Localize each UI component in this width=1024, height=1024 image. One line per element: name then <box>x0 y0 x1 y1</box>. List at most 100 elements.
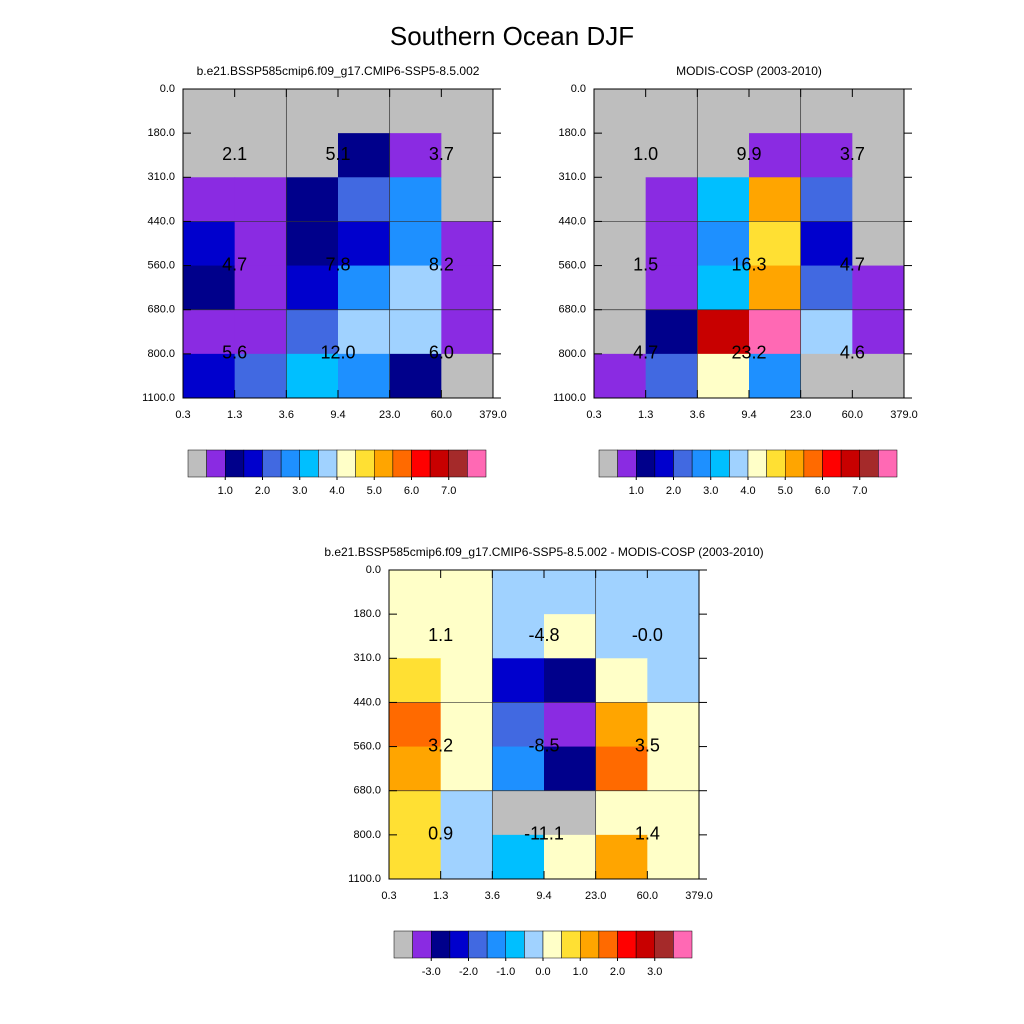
colorbar-box <box>580 930 600 959</box>
colorbar-box <box>729 449 749 478</box>
x-tick-label: 23.0 <box>790 409 811 421</box>
cell <box>697 265 750 311</box>
colorbar-tick-label: 5.0 <box>778 485 793 497</box>
box-label: 23.2 <box>731 343 766 363</box>
cell <box>647 702 700 748</box>
y-tick-label: 310.0 <box>353 652 381 664</box>
colorbar-box <box>747 449 767 478</box>
cell <box>234 221 287 267</box>
cell <box>647 834 700 880</box>
x-tick-label: 3.6 <box>690 409 705 421</box>
colorbar-tick-label: 4.0 <box>740 485 755 497</box>
cell <box>286 133 339 178</box>
colorbar-box <box>243 449 263 478</box>
x-tick-label: 0.3 <box>175 409 190 421</box>
colorbar-box <box>206 449 226 478</box>
cell <box>749 353 802 399</box>
cell <box>800 221 853 267</box>
cell <box>594 177 647 222</box>
cell <box>234 309 287 355</box>
cell <box>645 221 698 267</box>
x-tick-label: 1.3 <box>638 409 653 421</box>
box-label: 4.6 <box>840 343 865 363</box>
cell <box>697 133 750 178</box>
cell <box>389 790 442 836</box>
colorbar-box <box>411 449 431 478</box>
box-label: -8.5 <box>528 735 559 755</box>
cell <box>492 658 545 703</box>
cell <box>389 133 442 178</box>
cell <box>544 570 597 615</box>
cell <box>338 309 391 355</box>
colorbar-box <box>486 930 506 959</box>
cell <box>441 309 494 355</box>
colorbar-box <box>299 449 319 478</box>
cell <box>595 746 648 792</box>
colorbar-box <box>598 930 618 959</box>
colorbar-box <box>654 449 674 478</box>
cell <box>595 702 648 748</box>
cell <box>645 265 698 311</box>
cell <box>183 89 236 134</box>
colorbar-tick-label: 1.0 <box>573 966 588 978</box>
cell <box>749 177 802 222</box>
box-label: -11.1 <box>524 824 564 844</box>
y-tick-label: 800.0 <box>558 348 586 360</box>
colorbar-box <box>355 449 375 478</box>
cell <box>544 790 597 836</box>
cell <box>595 570 648 615</box>
colorbar-tick-label: -1.0 <box>496 966 515 978</box>
box-label: -4.8 <box>528 625 559 645</box>
colorbar-tick-label: 3.0 <box>292 485 307 497</box>
colorbar-box <box>225 449 245 478</box>
colorbar-box <box>468 930 488 959</box>
colorbar-box <box>785 449 805 478</box>
cell <box>645 89 698 134</box>
x-tick-label: 60.0 <box>637 890 658 902</box>
panel-title: b.e21.BSSP585cmip6.f09_g17.CMIP6-SSP5-8.… <box>197 64 480 78</box>
cell <box>852 353 905 399</box>
colorbar-box <box>187 449 207 478</box>
cell <box>286 309 339 355</box>
y-tick-label: 310.0 <box>147 171 175 183</box>
cell <box>286 89 339 134</box>
cell <box>594 353 647 399</box>
box-label: -0.0 <box>632 625 663 645</box>
cell <box>595 790 648 836</box>
cell <box>286 265 339 311</box>
colorbar-box <box>561 930 581 959</box>
colorbar-box <box>336 449 356 478</box>
cell <box>389 265 442 311</box>
colorbar-tick-label: -2.0 <box>459 966 478 978</box>
colorbar-box <box>654 930 674 959</box>
cell <box>492 614 545 659</box>
cell <box>441 177 494 222</box>
cell <box>389 702 442 748</box>
box-label: 7.8 <box>325 254 350 274</box>
cell <box>389 614 442 659</box>
cell <box>594 133 647 178</box>
cell <box>389 570 442 615</box>
colorbar-box <box>412 930 432 959</box>
colorbar-box <box>691 449 711 478</box>
cell <box>594 265 647 311</box>
box-label: 3.7 <box>840 144 865 164</box>
colorbar-box <box>374 449 394 478</box>
cell <box>183 265 236 311</box>
box-label: 3.2 <box>428 735 453 755</box>
colorbar-box <box>393 930 413 959</box>
cell <box>183 221 236 267</box>
colorbar-box <box>392 449 412 478</box>
colorbar-tick-label: 4.0 <box>329 485 344 497</box>
cell <box>234 265 287 311</box>
box-label: 16.3 <box>731 254 766 274</box>
cell <box>389 177 442 222</box>
y-tick-label: 440.0 <box>353 696 381 708</box>
y-tick-label: 560.0 <box>147 259 175 271</box>
x-tick-label: 379.0 <box>685 890 713 902</box>
colorbar-box <box>673 449 693 478</box>
y-tick-label: 560.0 <box>353 740 381 752</box>
box-label: 1.0 <box>633 144 658 164</box>
cell <box>286 221 339 267</box>
